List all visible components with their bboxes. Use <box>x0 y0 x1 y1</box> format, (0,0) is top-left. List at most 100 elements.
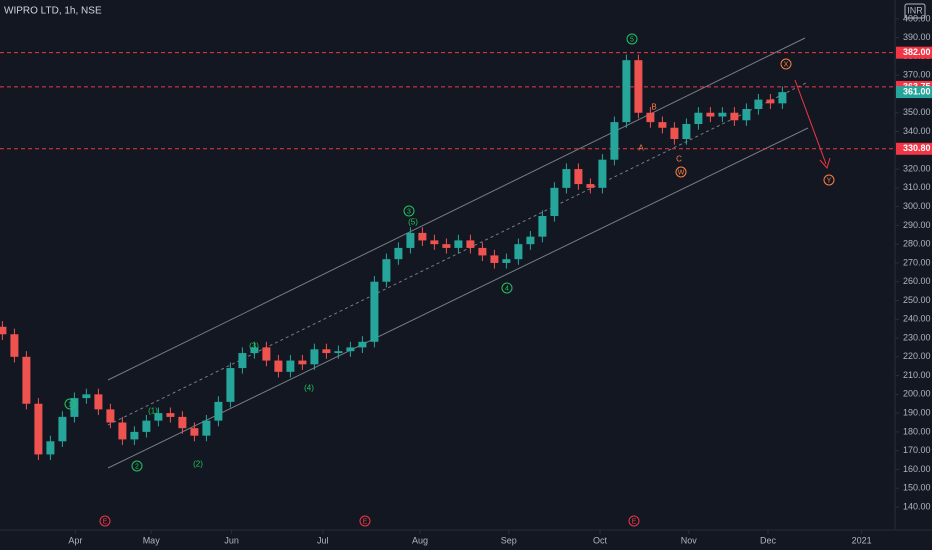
currency-box <box>904 3 926 19</box>
candle-body <box>430 240 439 245</box>
candle-body <box>94 394 103 410</box>
wave-label: C <box>676 155 682 164</box>
x-tick-label: Aug <box>412 535 428 545</box>
candle-body <box>742 108 751 121</box>
candle-body <box>166 413 175 417</box>
candle-body <box>298 360 307 365</box>
candle-body <box>634 60 643 113</box>
level-label: 330.80 <box>903 143 931 153</box>
candle-body <box>730 112 739 121</box>
candle-body <box>538 216 547 237</box>
candle-body <box>370 281 379 342</box>
x-tick-label: May <box>143 535 161 545</box>
candle-body <box>754 99 763 109</box>
wave-label: (3) <box>249 342 259 351</box>
candle-body <box>466 240 475 248</box>
wave-label: (2) <box>193 460 203 469</box>
x-tick-label: Oct <box>593 535 608 545</box>
wave-circle <box>501 282 513 294</box>
y-tick-label: 160.00 <box>903 464 931 474</box>
wave-circle <box>403 205 415 217</box>
candle-body <box>310 349 319 365</box>
last-price-label: 361.00 <box>903 86 931 96</box>
wave-label: 2 <box>135 463 139 470</box>
wave-label: E <box>103 518 108 525</box>
y-tick-label: 390.00 <box>903 32 931 42</box>
candle-body <box>706 112 715 117</box>
candle-body <box>622 60 631 123</box>
wave-circle <box>675 166 687 178</box>
candle-body <box>118 422 127 440</box>
candle-body <box>334 351 343 354</box>
candle-body <box>562 169 571 188</box>
candle-body <box>682 124 691 140</box>
last-price-badge <box>896 86 932 99</box>
channel-lower <box>107 127 809 469</box>
candle-body <box>658 122 667 128</box>
candle-body <box>46 441 55 455</box>
candle-body <box>346 347 355 352</box>
candle-body <box>154 413 163 421</box>
candle-body <box>694 112 703 125</box>
x-tick-label: Dec <box>760 535 777 545</box>
wave-label: E <box>363 518 368 525</box>
candle-body <box>322 349 331 354</box>
candle-body <box>178 416 187 429</box>
wave-circle <box>780 58 792 70</box>
candle-body <box>514 244 523 260</box>
wave-circle <box>626 33 638 45</box>
candle-body <box>394 247 403 260</box>
y-tick-label: 270.00 <box>903 257 931 267</box>
level-badge <box>896 142 932 155</box>
y-tick-label: 200.00 <box>903 389 931 399</box>
level-label: 382.00 <box>903 47 931 57</box>
candle-body <box>226 368 235 402</box>
wave-label: W <box>678 169 685 176</box>
candle-body <box>406 232 415 248</box>
candle-body <box>574 169 583 185</box>
candle-body <box>526 236 535 245</box>
projection-arrow <box>794 79 827 165</box>
candle-body <box>454 240 463 248</box>
level-badge <box>896 46 932 59</box>
y-tick-label: 140.00 <box>903 501 931 511</box>
y-tick-label: 170.00 <box>903 445 931 455</box>
currency: INR <box>907 5 923 15</box>
wave-label: E <box>632 518 637 525</box>
candle-body <box>382 259 391 282</box>
y-tick-label: 180.00 <box>903 426 931 436</box>
candle-body <box>214 401 223 421</box>
y-tick-label: 190.00 <box>903 408 931 418</box>
y-tick-label: 340.00 <box>903 126 931 136</box>
candle-body <box>502 259 511 263</box>
y-tick-label: 250.00 <box>903 295 931 305</box>
x-tick-label: 2021 <box>852 535 872 545</box>
wave-circle <box>99 515 111 527</box>
candle-body <box>586 184 595 188</box>
x-tick-label: Sep <box>501 535 517 545</box>
candle-body <box>190 428 199 436</box>
candle-body <box>478 247 487 256</box>
y-tick-label: 350.00 <box>903 107 931 117</box>
wave-label: B <box>651 103 656 112</box>
candle-body <box>142 420 151 432</box>
x-tick-label: Jun <box>224 535 239 545</box>
candle-body <box>718 112 727 117</box>
candle-body <box>778 92 787 104</box>
arrow-head <box>819 157 831 170</box>
candle-body <box>0 326 7 335</box>
wave-label: X <box>784 61 789 68</box>
wave-circle <box>359 515 371 527</box>
y-tick-label: 150.00 <box>903 483 931 493</box>
x-tick-label: Nov <box>681 535 698 545</box>
wave-label: 3 <box>407 208 411 215</box>
y-tick-label: 230.00 <box>903 332 931 342</box>
candle-body <box>82 394 91 399</box>
candle-body <box>250 347 259 354</box>
chart-title: WIPRO LTD, 1h, NSE <box>4 6 102 17</box>
channel-upper <box>107 37 806 381</box>
candle-body <box>106 409 115 423</box>
y-tick-label: 280.00 <box>903 239 931 249</box>
